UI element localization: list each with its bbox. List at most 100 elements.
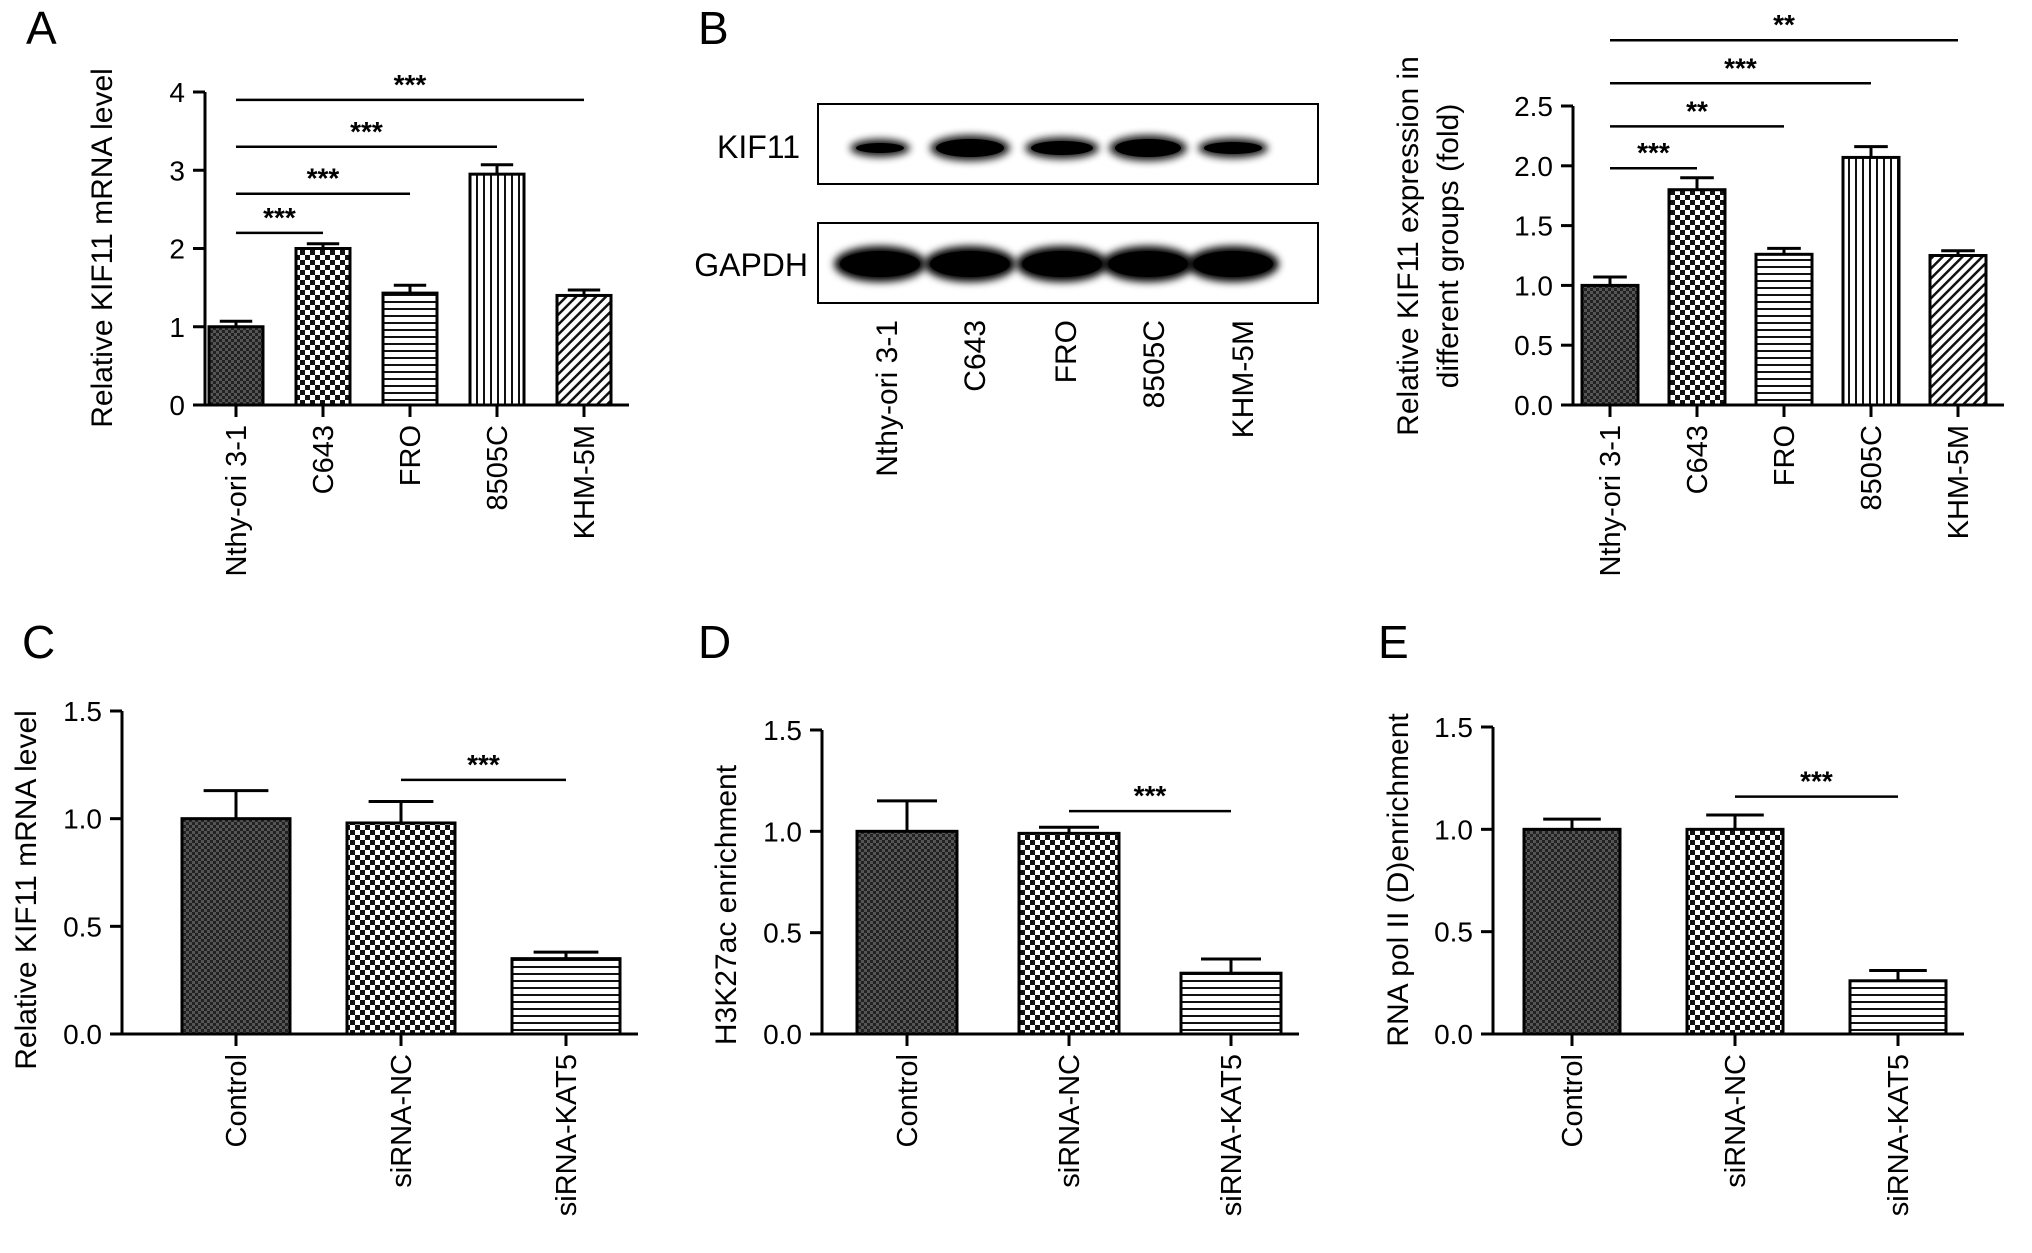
- blot-band-gapdh-core: [1108, 251, 1188, 277]
- blot-band-gapdh-core: [1022, 251, 1102, 277]
- significance-label: ***: [394, 69, 427, 100]
- y-tick-label: 0.5: [1434, 917, 1473, 948]
- y-tick-label: 1.5: [63, 696, 102, 727]
- bar: [180, 817, 292, 1036]
- y-tick-label: 1: [169, 312, 185, 343]
- y-tick-label: 0.0: [63, 1019, 102, 1050]
- blot-lane-labels: Nthy-ori 3-1 C643 FRO 8505C KHM-5M: [871, 320, 1260, 477]
- y-tick-label: 4: [169, 77, 185, 108]
- blot-row-label-kif11: KIF11: [717, 129, 800, 165]
- y-axis-label-line: Relative KIF11 mRNA level: [10, 710, 43, 1070]
- panel-label-d: D: [698, 616, 731, 668]
- y-tick-label: 1.5: [763, 715, 802, 746]
- y-tick-label: 0.5: [63, 911, 102, 942]
- blot-bands: [834, 135, 1279, 282]
- x-tick-label: siRNA-KAT5: [551, 1054, 583, 1216]
- y-tick-label: 0.5: [763, 918, 802, 949]
- y-axis-label: Relative KIF11 mRNA level: [10, 710, 43, 1070]
- y-axis-label: Relative KIF11 expression in different gr…: [1392, 56, 1465, 436]
- significance-label: ***: [1134, 780, 1167, 811]
- chart-panel-e: 0.0 0.5 1.0 1.5 RNA pol II (D)enrichment Cont…: [1382, 712, 1964, 1216]
- bar: [1848, 979, 1948, 1036]
- y-tick-label: 0.0: [1514, 390, 1553, 421]
- significance-label: **: [1773, 9, 1795, 40]
- y-tick-label: 1.5: [1434, 712, 1473, 743]
- x-tick-label: Nthy-ori 3-1: [1595, 425, 1627, 577]
- bar: [1667, 188, 1727, 407]
- y-tick-label: 0.0: [763, 1019, 802, 1050]
- blot-lane-label: KHM-5M: [1227, 320, 1260, 438]
- y-axis-label: H3K27ac enrichment: [710, 764, 743, 1045]
- bar: [1522, 827, 1622, 1036]
- panel-label-e: E: [1378, 616, 1409, 668]
- y-axis-label: RNA pol II (D)enrichment: [1382, 713, 1415, 1047]
- bar: [555, 293, 613, 407]
- x-tick-label: Control: [1557, 1054, 1589, 1148]
- significance-label: ***: [350, 116, 383, 147]
- y-tick-label: 0.5: [1514, 330, 1553, 361]
- blot-band-kif11-core: [936, 139, 1004, 157]
- bar: [294, 247, 352, 407]
- blot-lane-label: C643: [959, 320, 992, 392]
- panel-label-a: A: [26, 2, 57, 54]
- chart-panel-c: 0.0 0.5 1.0 1.5 Relative KIF11 mRNA level Con…: [10, 696, 638, 1216]
- x-tick-label: Control: [221, 1054, 253, 1148]
- x-tick-label: KHM-5M: [1943, 425, 1975, 539]
- y-axis-label-line: H3K27ac enrichment: [710, 764, 743, 1045]
- y-tick-label: 1.5: [1514, 211, 1553, 242]
- x-tick-label: 8505C: [482, 425, 514, 510]
- bar: [1179, 971, 1283, 1036]
- y-tick-label: 2: [169, 234, 185, 265]
- y-axis-label-line: Relative KIF11 expression in: [1392, 56, 1425, 436]
- x-tick-label: FRO: [395, 425, 427, 486]
- significance-label: ***: [1637, 137, 1670, 168]
- y-axis-label: Relative KIF11 mRNA level: [86, 68, 119, 428]
- x-tick-label: KHM-5M: [569, 425, 601, 539]
- x-tick-label: siRNA-KAT5: [1216, 1054, 1248, 1216]
- x-tick-label: siRNA-NC: [386, 1054, 418, 1188]
- y-tick-label: 2.0: [1514, 151, 1553, 182]
- chart-panel-b: 0.0 0.5 1.0 1.5 2.0 2.5 Relative KIF11 express…: [1392, 9, 2004, 577]
- x-tick-label: C643: [1682, 425, 1714, 494]
- y-axis-label-line: RNA pol II (D)enrichment: [1382, 713, 1415, 1047]
- x-tick-label: siRNA-NC: [1720, 1054, 1752, 1188]
- blot-band-gapdh-core: [930, 251, 1010, 277]
- blot-band-gapdh-core: [840, 251, 920, 277]
- y-tick-label: 3: [169, 155, 185, 186]
- x-tick-label: 8505C: [1856, 425, 1888, 510]
- y-tick-label: 0.0: [1434, 1019, 1473, 1050]
- bar: [1017, 831, 1121, 1036]
- bar: [510, 957, 622, 1036]
- significance-label: **: [1686, 95, 1708, 126]
- y-tick-label: 1.0: [1434, 814, 1473, 845]
- bar: [1580, 283, 1640, 407]
- bar: [381, 291, 439, 407]
- bar: [1841, 155, 1901, 407]
- blot-band-kif11-core: [856, 143, 904, 153]
- blot-band-kif11-core: [1204, 142, 1262, 154]
- x-tick-label: FRO: [1769, 425, 1801, 486]
- y-tick-label: 1.0: [1514, 270, 1553, 301]
- significance-label: ***: [1800, 766, 1833, 797]
- x-tick-label: Control: [892, 1054, 924, 1148]
- blot-band-gapdh-core: [1193, 251, 1273, 277]
- y-tick-label: 0: [169, 390, 185, 421]
- chart-panel-a: 0 1 2 3 4 Relative KIF11 mRNA level Nthy-ori 3…: [86, 68, 629, 577]
- western-blot: KIF11 GAPDH Nthy-ori 3-1 C643 FRO 8505C …: [694, 103, 1319, 477]
- blot-lane-label: Nthy-ori 3-1: [871, 320, 904, 477]
- y-tick-label: 2.5: [1514, 91, 1553, 122]
- x-tick-label: Nthy-ori 3-1: [221, 425, 253, 577]
- blot-lane-label: FRO: [1050, 320, 1083, 383]
- x-tick-label: C643: [308, 425, 340, 494]
- y-tick-label: 1.0: [763, 816, 802, 847]
- blot-band-kif11-core: [1115, 139, 1181, 157]
- chart-panel-d: 0.0 0.5 1.0 1.5 H3K27ac enrichment Control siR…: [710, 715, 1299, 1216]
- bar: [1928, 254, 1988, 407]
- bar: [207, 325, 265, 407]
- significance-label: ***: [467, 749, 500, 780]
- blot-lane-label: 8505C: [1138, 320, 1171, 408]
- panel-label-c: C: [22, 616, 55, 668]
- blot-row-label-gapdh: GAPDH: [694, 247, 808, 283]
- significance-label: ***: [263, 202, 296, 233]
